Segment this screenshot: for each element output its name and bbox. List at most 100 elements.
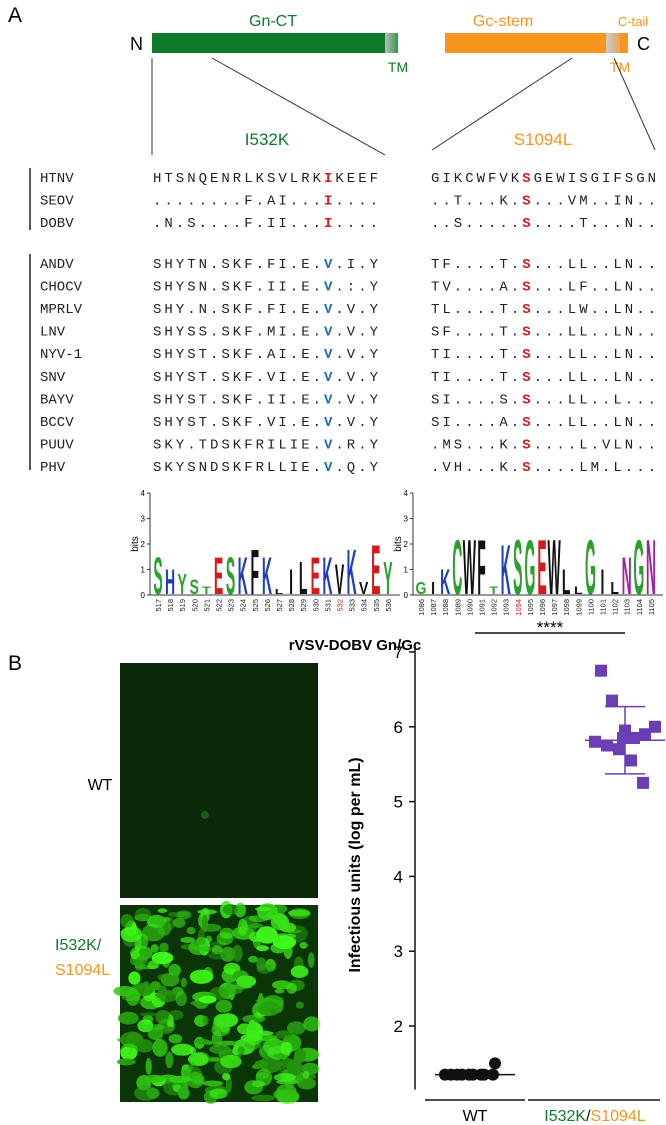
position-label: 520: [190, 599, 199, 612]
sequence: ..T...K. S ...VM..IN..: [431, 194, 656, 210]
sequence: ..S..... S ....T...N..: [431, 216, 656, 232]
virus-name: DOBV: [40, 216, 74, 232]
position-label: 1101: [599, 599, 608, 615]
logo-letter: K: [347, 536, 357, 608]
image-label: I532K/: [55, 937, 102, 954]
position-label: 1086: [417, 599, 426, 616]
cell: [145, 1058, 152, 1075]
cell: [242, 1014, 266, 1024]
cell: [120, 926, 143, 943]
cell: [225, 983, 244, 995]
sequence: ........F.AI... I....: [153, 194, 378, 210]
cell: [168, 1034, 183, 1044]
cell: [155, 989, 179, 1003]
logo-letter: S: [226, 548, 235, 607]
virus-name: NYV-1: [40, 347, 82, 363]
position-label: 518: [166, 599, 175, 612]
sequence: GIKCWFVK S GEWISGIFSGN: [431, 171, 656, 187]
cell: [303, 1016, 321, 1032]
position-label: 536: [384, 599, 393, 612]
logo-letter: E: [214, 548, 223, 607]
position-label: 533: [348, 599, 357, 612]
n-terminus: N: [130, 34, 143, 54]
cell: [201, 811, 209, 819]
virus-name: SNV: [40, 370, 66, 386]
cell: [151, 951, 174, 965]
sequence: SHYST.SKF.VI.E. V .V.Y: [153, 415, 379, 431]
sequence: SKYSNDSKFRLLIE. V .Q.Y: [153, 460, 379, 476]
position-label: 1104: [635, 599, 644, 615]
logo-letter: E: [537, 523, 546, 611]
image-label: S1094L: [55, 962, 110, 979]
logo-letter: K: [501, 530, 511, 609]
logo-letter: K: [238, 548, 248, 607]
virus-name: PHV: [40, 460, 66, 476]
logo-letter: G: [633, 523, 644, 611]
tm-label: TM: [610, 59, 630, 75]
logo-letter: S: [153, 548, 162, 607]
logo-letter: L: [275, 588, 284, 596]
tm-label: TM: [388, 59, 408, 75]
position-label: 1100: [586, 599, 595, 615]
cell: [159, 942, 169, 953]
cell: [280, 1041, 293, 1056]
cell: [237, 918, 248, 936]
logo-letter: T: [489, 585, 498, 597]
logo-letter: Y: [383, 553, 392, 604]
cell: [203, 966, 213, 980]
sequence: SHYST.SKF.VI.E. V .V.Y: [153, 370, 379, 386]
tick-label: 3: [404, 515, 409, 524]
cell: [211, 1023, 231, 1037]
position-label: 1098: [562, 599, 571, 616]
cell: [201, 914, 208, 933]
cell: [188, 1052, 209, 1067]
mutation-label: I532K: [245, 130, 290, 149]
cell: [216, 932, 234, 946]
sequence: .MS...K. S ....L.VLN..: [431, 438, 656, 454]
logo-letter: K: [322, 548, 332, 607]
tick-label: 1: [404, 566, 409, 575]
cell: [196, 937, 206, 945]
cell: [255, 906, 271, 912]
zoom-lines: [151, 57, 656, 156]
cell: [236, 975, 257, 988]
cell: [128, 971, 141, 985]
position-label: 1091: [478, 599, 487, 616]
sequence: SHYST.SKF.AI.E. V .V.Y: [153, 347, 379, 363]
tick-label: 1: [141, 566, 146, 575]
cell: [165, 1051, 174, 1069]
cell: [266, 912, 275, 919]
gc-label: Gc-stem: [473, 13, 533, 30]
cell: [197, 909, 218, 915]
cell: [215, 999, 233, 1013]
cell: [290, 965, 309, 978]
cell: [171, 1043, 194, 1056]
tick-label: 2: [404, 540, 409, 549]
cell: [155, 1010, 172, 1024]
virus-name: CHOCV: [40, 279, 83, 295]
cell: [202, 1015, 209, 1026]
cell: [150, 1024, 165, 1031]
position-label: 522: [215, 599, 224, 612]
cell: [213, 1013, 230, 1028]
cell: [202, 1080, 224, 1087]
logo-letter: F: [477, 523, 486, 611]
cell: [186, 926, 196, 935]
cell: [294, 1048, 306, 1064]
sequence: SF....T. S ...LL..LN..: [431, 325, 656, 341]
gn-bar: [152, 33, 386, 53]
cell: [193, 1038, 210, 1045]
axis-label: bits: [393, 536, 404, 552]
cell: [147, 1028, 164, 1041]
cell: [273, 1073, 296, 1082]
point: [601, 739, 613, 752]
position-label: 1096: [538, 599, 547, 616]
cell: [220, 1054, 242, 1069]
position-label: 532: [336, 599, 345, 612]
position-label: 1092: [490, 599, 499, 616]
cell: [157, 921, 172, 936]
logo-letter: I: [431, 580, 435, 599]
cell: [270, 914, 290, 931]
virus-name: ANDV: [40, 257, 74, 273]
position-label: 1102: [611, 599, 620, 615]
